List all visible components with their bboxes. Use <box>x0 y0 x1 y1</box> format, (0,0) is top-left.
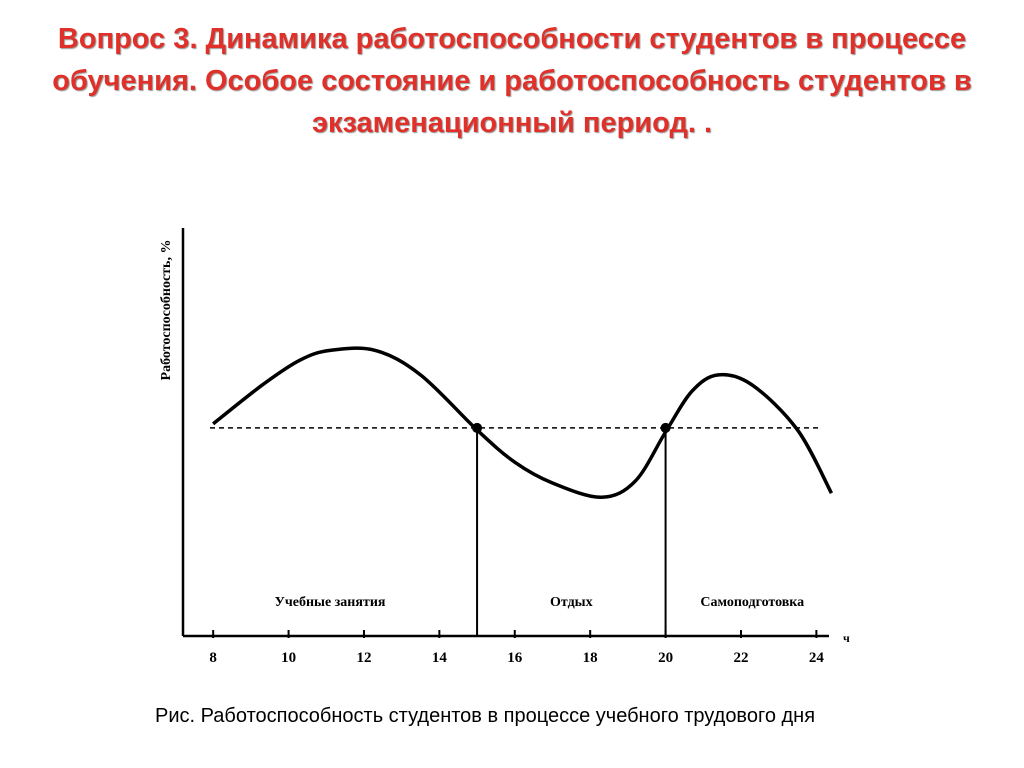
region-label: Отдых <box>550 595 593 610</box>
x-tick-label: 8 <box>209 650 217 666</box>
intersection-point <box>472 422 483 433</box>
x-tick-label: 16 <box>507 650 523 666</box>
x-tick-label: 12 <box>356 650 371 666</box>
caption: Рис. Работоспособность студентов в проце… <box>155 705 816 727</box>
x-tick-label: 24 <box>809 650 825 666</box>
x-axis-label: ч <box>843 631 850 645</box>
x-tick-label: 20 <box>658 650 673 666</box>
x-tick-label: 10 <box>281 650 296 666</box>
slide-title: Вопрос 3. Динамика работоспособности сту… <box>52 23 972 139</box>
y-axis-label: Работоспособность, % <box>159 240 174 381</box>
region-label: Учебные занятия <box>275 595 386 610</box>
region-label: Самоподготовка <box>700 595 804 610</box>
x-tick-label: 18 <box>583 650 598 666</box>
intersection-point <box>660 422 671 433</box>
x-tick-label: 22 <box>733 650 748 666</box>
x-tick-label: 14 <box>432 650 448 666</box>
curve <box>212 346 834 500</box>
